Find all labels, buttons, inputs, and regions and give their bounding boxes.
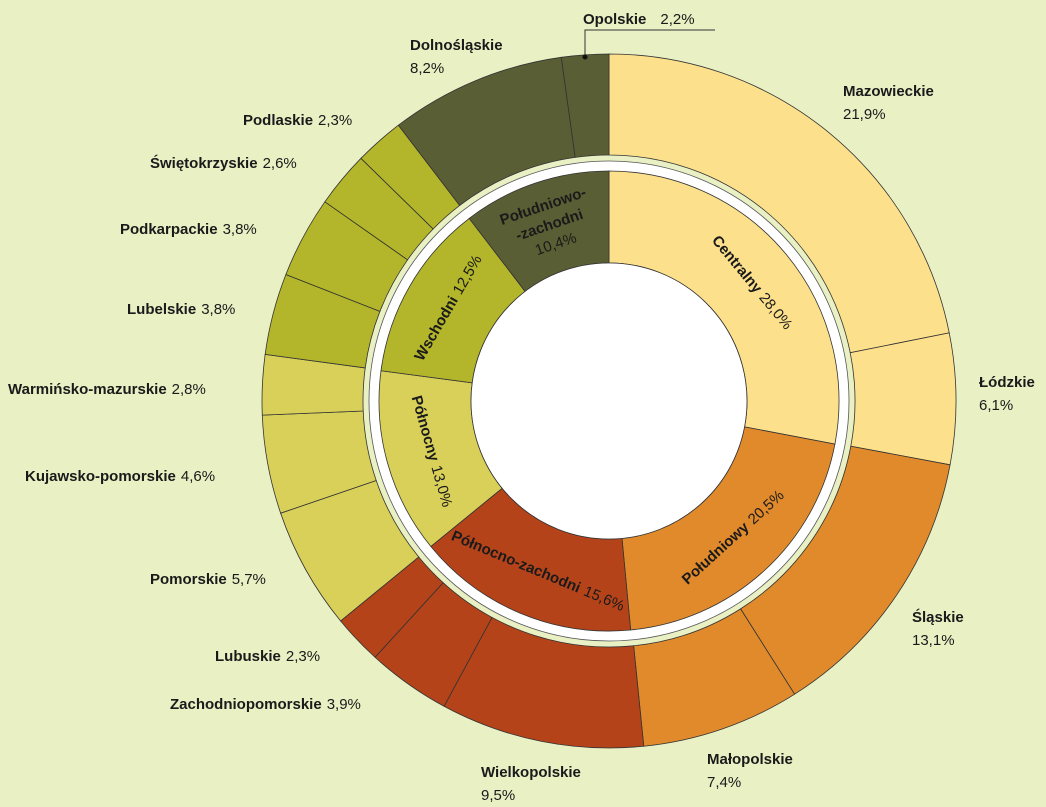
outer-value: 13,1% [912,632,955,649]
outer-value: 3,8% [223,221,257,238]
hole [470,262,748,540]
outer-label: Podkarpackie 3,8% [120,221,257,238]
outer-label: Zachodniopomorskie 3,9% [170,696,361,713]
outer-value: 2,2% [660,11,694,28]
outer-category: Wielkopolskie [481,764,581,781]
outer-label: Lubuskie 2,3% [215,648,320,665]
leader-line [584,29,715,57]
outer-label: Lubelskie 3,8% [127,301,235,318]
outer-value: 3,8% [201,301,235,318]
outer-value: 2,8% [172,381,206,398]
outer-label: Pomorskie 5,7% [150,571,266,588]
outer-value: 21,9% [843,106,886,123]
outer-sector [849,332,957,466]
outer-category: Pomorskie [150,571,227,588]
outer-category: Opolskie [583,11,646,28]
outer-label: Opolskie 2,2% [583,11,695,28]
outer-sector [608,53,950,354]
outer-label: Warmińsko-mazurskie 2,8% [8,381,206,398]
outer-category: Łódzkie [979,374,1035,391]
rings: Centralny28,0%Południowy20,5%Północno-za… [8,11,1035,804]
outer-value: 5,7% [232,571,266,588]
outer-label: Podlaskie 2,3% [243,112,352,129]
outer-category: Mazowieckie [843,83,934,100]
outer-label: Kujawsko-pomorskie 4,6% [25,468,215,485]
outer-category: Kujawsko-pomorskie [25,468,176,485]
outer-label: Świętokrzyskie 2,6% [150,154,297,172]
outer-category: Lubuskie [215,648,281,665]
outer-category: Lubelskie [127,301,196,318]
outer-category: Podkarpackie [120,221,218,238]
leader-dot [582,54,588,60]
outer-category: Dolnośląskie [410,37,503,54]
outer-category: Zachodniopomorskie [170,696,322,713]
outer-value: 2,3% [318,112,352,129]
outer-category: Śląskie [912,608,964,626]
outer-value: 3,9% [327,696,361,713]
outer-value: 7,4% [707,774,741,791]
outer-value: 2,6% [263,155,297,172]
outer-value: 8,2% [410,60,444,77]
outer-value: 4,6% [181,468,215,485]
outer-category: Świętokrzyskie [150,154,258,172]
outer-value: 9,5% [481,787,515,804]
outer-category: Warmińsko-mazurskie [8,381,167,398]
outer-value: 2,3% [286,648,320,665]
outer-value: 6,1% [979,397,1013,414]
outer-sector [560,53,610,158]
outer-category: Podlaskie [243,112,313,129]
outer-category: Małopolskie [707,751,793,768]
